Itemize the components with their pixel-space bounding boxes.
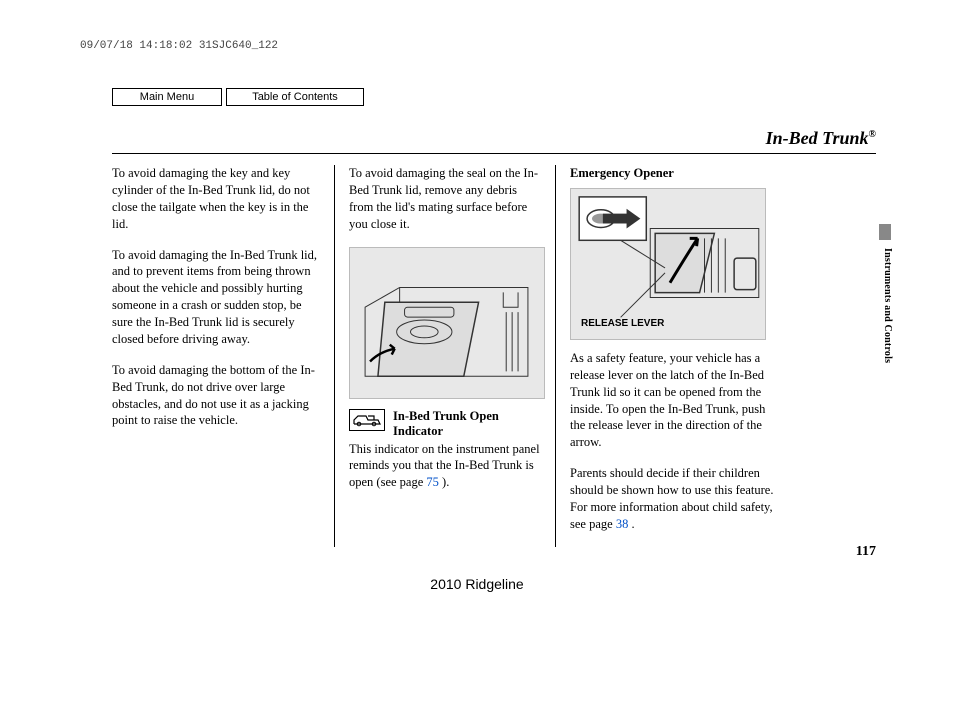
footer-model: 2010 Ridgeline	[0, 576, 954, 592]
release-lever-figure: RELEASE LEVER	[570, 188, 766, 340]
nav-buttons: Main Menu Table of Contents	[112, 88, 364, 106]
col1-p1: To avoid damaging the key and key cylind…	[112, 165, 320, 233]
ind-text-b: ).	[439, 475, 449, 489]
title-text: In-Bed Trunk	[766, 128, 869, 148]
page-38-link[interactable]: 38	[616, 517, 629, 531]
release-lever-label: RELEASE LEVER	[581, 317, 664, 331]
title-bar: In-Bed Trunk®	[112, 128, 876, 154]
column-1: To avoid damaging the key and key cylind…	[112, 165, 334, 547]
side-tab	[879, 224, 891, 240]
indicator-text: This indicator on the instrument panel r…	[349, 441, 541, 492]
title-symbol: ®	[869, 129, 876, 140]
timestamp: 09/07/18 14:18:02 31SJC640_122	[80, 40, 278, 52]
content-columns: To avoid damaging the key and key cylind…	[112, 165, 778, 547]
col2-p1: To avoid damaging the seal on the In-Bed…	[349, 165, 541, 233]
trunk-lid-figure	[349, 247, 545, 399]
emergency-opener-heading: Emergency Opener	[570, 165, 778, 182]
p2-b: .	[628, 517, 634, 531]
column-2: To avoid damaging the seal on the In-Bed…	[334, 165, 556, 547]
side-label: Instruments and Controls	[882, 248, 893, 363]
col1-p2: To avoid damaging the In-Bed Trunk lid, …	[112, 247, 320, 348]
indicator-title: In-Bed Trunk Open Indicator	[393, 409, 541, 439]
column-3: Emergency Opener RELEASE LEVER As a safe	[556, 165, 778, 547]
col3-p1: As a safety feature, your vehicle has a …	[570, 350, 778, 451]
indicator-row: In-Bed Trunk Open Indicator	[349, 409, 541, 439]
page-title: In-Bed Trunk®	[766, 128, 876, 149]
page-75-link[interactable]: 75	[426, 475, 439, 489]
toc-button[interactable]: Table of Contents	[226, 88, 364, 106]
p2-a: Parents should decide if their children …	[570, 466, 773, 531]
col3-p2: Parents should decide if their children …	[570, 465, 778, 533]
main-menu-button[interactable]: Main Menu	[112, 88, 222, 106]
page-number: 117	[856, 544, 876, 560]
col1-p3: To avoid damaging the bottom of the In-B…	[112, 362, 320, 430]
trunk-open-indicator-icon	[349, 409, 385, 431]
